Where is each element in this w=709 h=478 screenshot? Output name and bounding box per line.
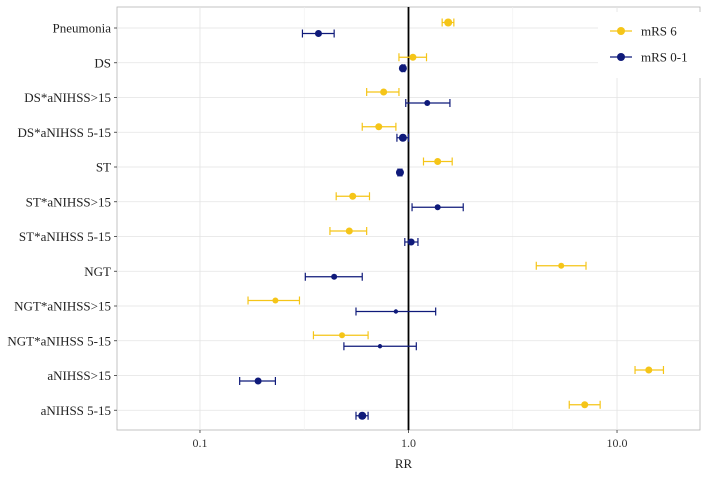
legend: mRS 6 mRS 0-1 [598, 12, 702, 78]
data-point [444, 18, 453, 27]
data-point [380, 88, 388, 96]
data-point [645, 366, 653, 374]
data-point [349, 192, 357, 200]
data-point [339, 332, 346, 339]
data-point [345, 227, 353, 235]
y-tick-label: NGT [84, 264, 111, 279]
data-point [424, 100, 431, 106]
y-tick-label: DS [94, 55, 111, 70]
legend-key-point [617, 53, 625, 61]
data-point [434, 158, 442, 165]
y-tick-label: aNIHSS 5-15 [41, 403, 111, 418]
data-point [331, 273, 338, 280]
x-tick-label: 10.0 [607, 436, 628, 450]
data-point [395, 168, 404, 177]
legend-background [598, 12, 702, 78]
series-mrs-6 [247, 18, 665, 409]
data-point [581, 401, 589, 409]
data-point [393, 309, 399, 314]
y-tick-label: DS*aNIHSS 5-15 [17, 125, 111, 140]
legend-label: mRS 6 [641, 24, 677, 39]
legend-key-point [617, 27, 625, 35]
x-axis-title: RR [395, 456, 413, 471]
marks-layer [239, 18, 665, 420]
data-point [398, 64, 407, 73]
y-tick-label: Pneumonia [53, 21, 112, 36]
series-mrs-0-1 [239, 29, 464, 420]
y-axis-labels: Pneumonia DS DS*aNIHSS>15 DS*aNIHSS 5-15 ST S… [7, 21, 117, 418]
y-tick-label: ST*aNIHSS 5-15 [19, 229, 111, 244]
y-tick-label: ST*aNIHSS>15 [26, 194, 111, 209]
data-point [407, 238, 415, 246]
data-point [434, 204, 441, 211]
x-tick-label: 0.1 [192, 436, 207, 450]
data-point [375, 123, 383, 131]
data-point [254, 377, 262, 385]
y-tick-label: aNIHSS>15 [47, 368, 111, 383]
y-tick-label: NGT*aNIHSS 5-15 [7, 333, 111, 348]
x-axis-ticks: 0.1 1.0 10.0 [192, 430, 628, 450]
legend-label: mRS 0-1 [641, 50, 688, 65]
data-point [558, 262, 565, 269]
data-point [398, 133, 407, 142]
x-tick-label: 1.0 [401, 436, 416, 450]
data-point [358, 411, 367, 420]
y-tick-label: DS*aNIHSS>15 [24, 90, 111, 105]
y-tick-label: NGT*aNIHSS>15 [14, 299, 111, 314]
y-tick-label: ST [96, 160, 111, 175]
data-point [314, 30, 322, 37]
data-point [272, 297, 279, 304]
data-point [409, 53, 417, 61]
data-point [377, 344, 383, 349]
